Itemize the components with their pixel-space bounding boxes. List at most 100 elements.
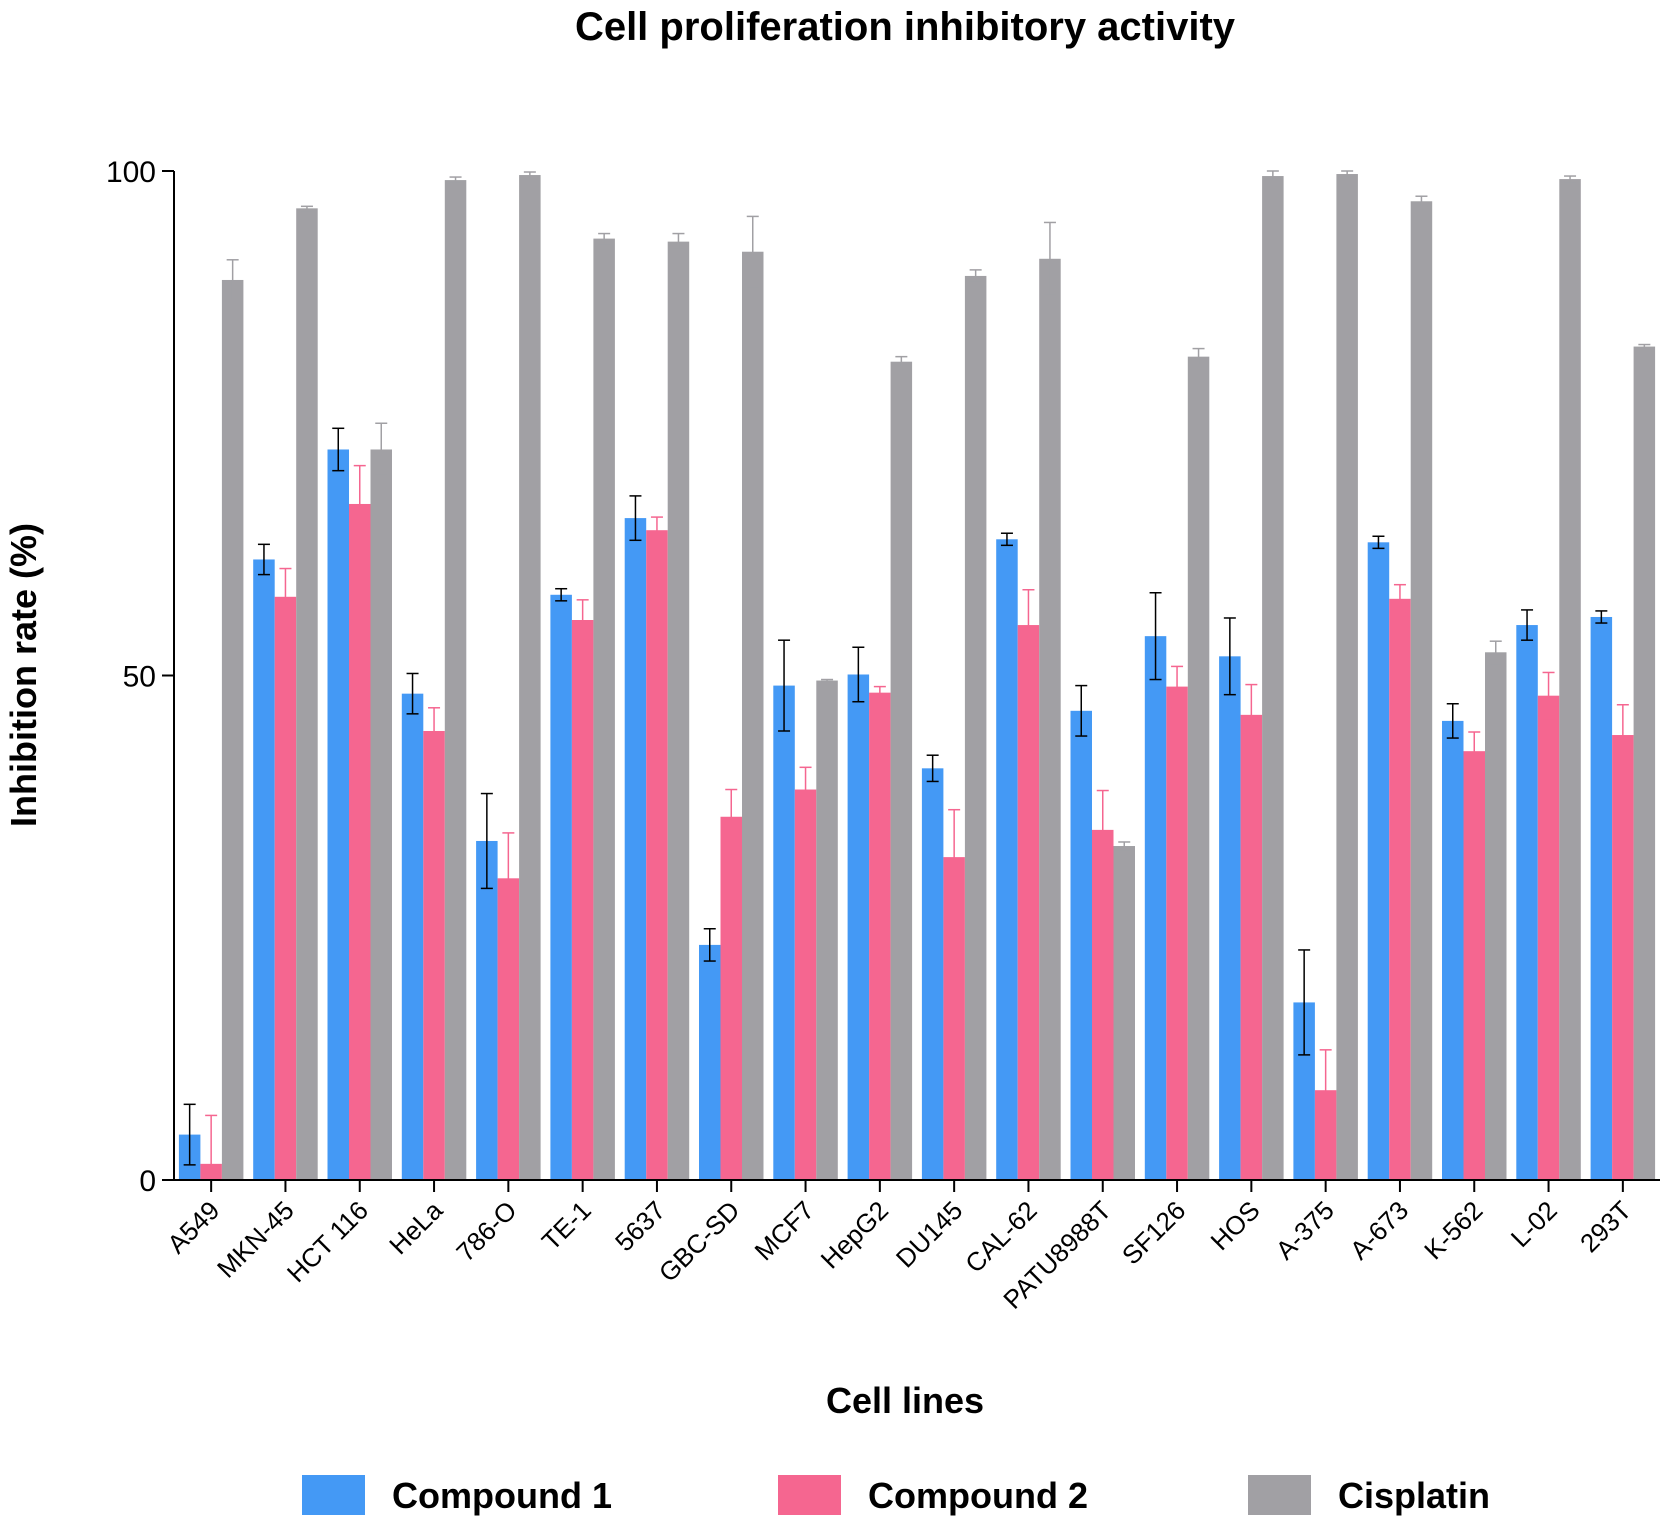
bar-compound-1 [1293,1002,1315,1180]
x-tick-label: A-673 [1344,1195,1414,1265]
y-tick-label: 50 [123,661,156,694]
bar-compound-1 [624,518,647,1180]
bar-compound-1 [550,594,572,1180]
x-tick-label: 5637 [609,1195,671,1257]
error-bar [332,427,345,472]
error-bar [650,516,663,545]
error-bar [629,495,642,542]
bar-cisplatin [593,238,615,1180]
error-bar [1223,617,1236,696]
bar-group [699,215,764,1181]
error-bar [1245,683,1258,746]
bar-group [1144,347,1210,1180]
error-bar [1319,1049,1332,1132]
bar-group [1219,170,1284,1181]
bar-cisplatin [296,208,318,1180]
plot-area [178,170,1656,1181]
bar-cisplatin [444,180,467,1180]
bar-group [401,176,467,1180]
bar-compound-1 [476,840,498,1180]
legend-item: Cisplatin [1248,1475,1490,1516]
bar-compound-1 [1590,616,1613,1180]
error-bar [502,832,515,925]
x-tick-label: DU145 [890,1195,968,1273]
bar-cisplatin [1485,652,1507,1180]
bar-compound-1 [1516,625,1538,1180]
bar-compound-2 [1612,735,1634,1180]
legend-swatch [778,1475,841,1515]
bar-cisplatin [667,241,690,1180]
error-bar [1298,949,1311,1056]
bar-cisplatin [1336,174,1358,1181]
bar-cisplatin [221,279,244,1180]
bar-cisplatin [519,175,541,1180]
bar-compound-2 [943,857,965,1180]
bar-cisplatin [1187,356,1210,1180]
x-axis-label: Cell lines [826,1380,984,1421]
error-bar [226,259,239,301]
bar-group [1070,684,1135,1180]
error-bar [300,205,313,212]
legend-item: Compound 2 [778,1475,1088,1516]
y-axis-ticks: 0 50 100 [106,156,174,1198]
bar-compound-2 [1537,695,1560,1180]
error-bar [1542,671,1555,720]
bar-cisplatin [742,251,764,1181]
error-bar [799,766,812,813]
error-bar [926,754,939,783]
x-tick-label: MCF7 [749,1195,820,1266]
x-tick-label: SF126 [1116,1195,1191,1270]
bar-group [624,232,690,1180]
bar-compound-2 [571,620,594,1180]
bar-compound-1 [401,693,424,1180]
bar-compound-2 [1017,625,1040,1180]
legend-label: Compound 1 [392,1475,612,1516]
bar-cisplatin [816,680,838,1180]
error-bar [778,639,791,732]
error-bar [353,464,366,544]
error-bar [873,685,886,700]
error-bar [1000,532,1013,547]
error-bar [1489,640,1502,665]
bar-group [178,259,244,1181]
error-bar [576,599,589,641]
x-tick-label: L-02 [1505,1195,1563,1253]
bar-cisplatin [1559,179,1581,1180]
error-bar [406,672,419,715]
bar-compound-2 [1092,829,1114,1180]
bar-compound-1 [773,685,795,1180]
error-bar [1096,789,1109,870]
error-bar [428,707,441,755]
bar-compound-2 [869,692,891,1180]
bar-compound-2 [1463,751,1485,1180]
legend-label: Cisplatin [1338,1475,1490,1516]
error-bar [1075,684,1088,737]
error-bar [1171,665,1184,708]
error-bar [1521,609,1534,641]
bar-compound-2 [274,596,297,1180]
bar-cisplatin [1633,346,1656,1180]
error-bar [1468,731,1481,772]
legend: Compound 1 Compound 2 Cisplatin [302,1475,1490,1516]
error-bar [555,587,568,602]
bar-group [921,269,987,1180]
error-bar [725,788,738,845]
bar-cisplatin [1039,258,1061,1181]
error-bar [948,808,961,906]
error-bar [1638,343,1651,350]
error-bar [672,232,685,251]
bar-compound-1 [1367,542,1390,1180]
error-bar [480,792,493,890]
bar-compound-1 [1144,636,1167,1180]
error-bar [598,232,611,245]
bar-compound-1 [847,674,870,1180]
bar-compound-1 [1442,720,1464,1180]
legend-item: Compound 1 [302,1475,612,1516]
error-bar [1192,347,1205,366]
legend-swatch [302,1475,365,1515]
bar-compound-1 [253,559,275,1180]
bar-compound-1 [327,449,349,1180]
bar-compound-1 [1070,710,1092,1180]
